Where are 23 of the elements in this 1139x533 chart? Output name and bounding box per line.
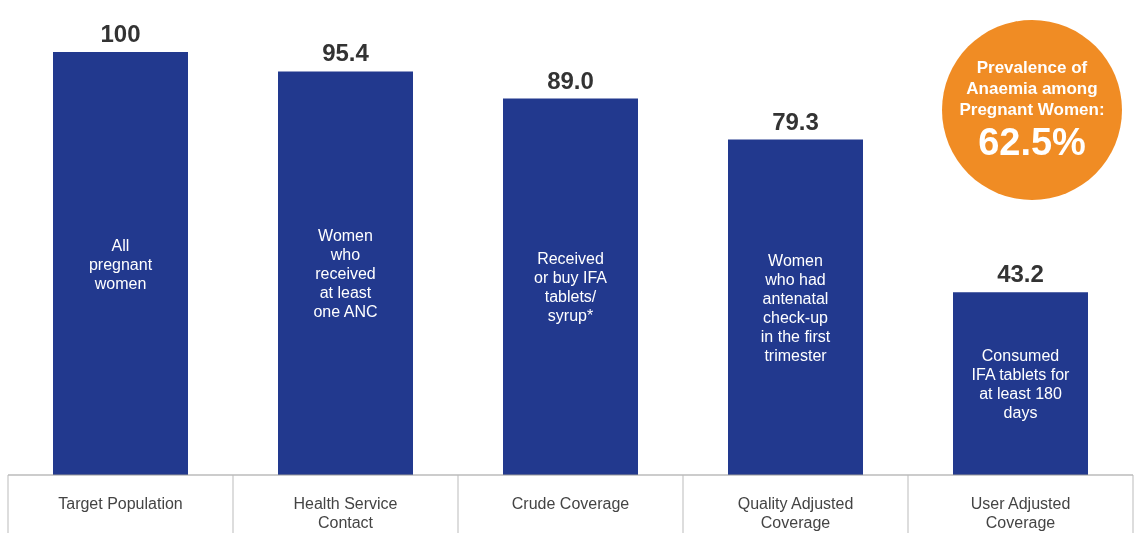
x-tick-label: Crude Coverage: [511, 495, 630, 512]
data-label: 89.0: [547, 66, 594, 94]
x-tick-label: Target Population: [58, 495, 183, 512]
x-tick-label: Health Service Contact: [293, 495, 398, 531]
data-label: 95.4: [322, 39, 370, 67]
bar: [728, 139, 863, 475]
annotation: 62.5%: [978, 119, 1086, 164]
x-tick-label: User Adjusted Coverage: [970, 495, 1071, 531]
data-label: 79.3: [772, 107, 819, 135]
bar: [278, 71, 413, 475]
bar: [53, 52, 188, 475]
annotation: Women who had antenatal check-up in the first trimester: [760, 251, 831, 364]
annotation: Women who received at least one ANC: [313, 227, 378, 321]
annotation: Consumed IFA tablets for at least 180 days: [971, 347, 1071, 422]
bar: [503, 98, 638, 475]
circle-badge: Prevalence of Anaemia among Pregnant Women: 62.5%: [942, 20, 1122, 200]
annotation: All pregnant women: [88, 236, 153, 292]
annotation: Prevalence of Anaemia among Pregnant Women:: [959, 56, 1105, 120]
data-label: 100: [100, 20, 141, 47]
bar: [953, 292, 1088, 475]
annotation: Received or buy IFA tablets/ syrup*: [534, 250, 608, 325]
x-tick-label: Quality Adjusted Coverage: [737, 495, 854, 531]
data-label: 43.2: [997, 260, 1044, 288]
